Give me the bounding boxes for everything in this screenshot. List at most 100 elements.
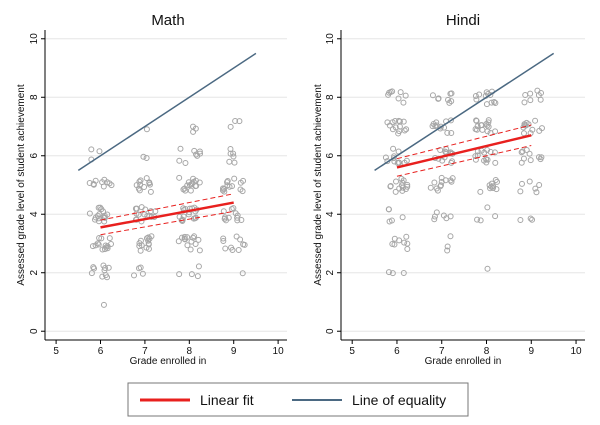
data-point-hindi <box>484 265 491 272</box>
data-point-hindi <box>477 188 484 195</box>
data-point-math <box>196 179 203 186</box>
data-point-math <box>143 155 150 162</box>
panel-math: Math Assessed grade level of student ach… <box>16 12 287 367</box>
equality-line-math <box>77 52 257 172</box>
data-point-hindi <box>403 233 410 240</box>
data-point-math <box>102 264 109 271</box>
data-point-hindi <box>444 243 451 250</box>
data-point-math <box>101 246 108 253</box>
data-point-hindi <box>520 130 527 137</box>
data-point-math <box>141 183 148 190</box>
data-point-hindi <box>527 157 534 164</box>
data-point-math <box>146 180 153 187</box>
data-point-hindi <box>518 149 525 156</box>
data-point-math <box>135 211 142 218</box>
data-point-hindi <box>395 130 402 137</box>
data-point-math <box>230 153 237 160</box>
data-point-hindi <box>484 122 491 129</box>
data-point-hindi <box>401 239 408 246</box>
data-point-math <box>187 246 194 253</box>
data-point-hindi <box>387 183 394 190</box>
legend: Linear fit Line of equality <box>127 382 469 417</box>
data-point-math <box>190 123 197 130</box>
data-point-math <box>97 204 104 211</box>
ci-upper-line-math <box>100 193 234 221</box>
data-point-hindi <box>521 99 528 106</box>
data-point-hindi <box>492 99 499 106</box>
data-point-math <box>233 233 240 240</box>
data-point-hindi <box>385 206 392 213</box>
data-point-hindi <box>399 184 406 191</box>
data-point-hindi <box>402 92 409 99</box>
y-tick-label-math-2: 4 <box>29 211 40 217</box>
data-point-math <box>195 263 202 270</box>
data-point-math <box>220 237 227 244</box>
data-point-math <box>96 148 103 155</box>
data-point-hindi <box>526 178 533 185</box>
data-point-hindi <box>389 126 396 133</box>
data-point-math <box>86 210 93 217</box>
data-point-hindi <box>438 174 445 181</box>
data-point-hindi <box>527 97 534 104</box>
data-point-hindi <box>444 247 451 254</box>
data-point-math <box>152 208 159 215</box>
data-point-hindi <box>473 96 480 103</box>
x-tick-label-math-4: 9 <box>231 346 237 357</box>
data-point-hindi <box>527 90 534 97</box>
data-point-hindi <box>429 92 436 99</box>
data-point-math <box>226 183 233 190</box>
chart-title-math: Math <box>151 12 184 29</box>
data-point-math <box>181 185 188 192</box>
data-point-math <box>222 245 229 252</box>
data-point-math <box>95 241 102 248</box>
data-point-math <box>143 175 150 182</box>
data-point-math <box>235 246 242 253</box>
data-point-hindi <box>400 99 407 106</box>
y-tick-label-hindi-4: 8 <box>325 94 336 100</box>
data-point-hindi <box>404 240 411 247</box>
data-point-math <box>182 160 189 167</box>
data-point-math <box>225 214 232 221</box>
data-point-hindi <box>487 92 494 99</box>
y-tick-label-math-3: 6 <box>29 153 40 159</box>
data-point-hindi <box>472 92 479 99</box>
y-tick-label-math-5: 10 <box>29 33 40 45</box>
data-point-math <box>180 186 187 193</box>
data-point-math <box>220 235 227 242</box>
y-tick-label-math-0: 0 <box>29 328 40 334</box>
data-point-hindi <box>435 95 442 102</box>
x-tick-label-hindi-5: 10 <box>570 346 582 357</box>
data-point-math <box>100 301 107 308</box>
data-point-math <box>145 237 152 244</box>
data-point-hindi <box>431 216 438 223</box>
x-tick-label-math-5: 10 <box>273 346 285 357</box>
data-point-hindi <box>389 240 396 247</box>
data-point-hindi <box>474 216 481 223</box>
data-point-hindi <box>536 127 543 134</box>
data-point-math <box>240 241 247 248</box>
data-point-hindi <box>477 217 484 224</box>
data-point-hindi <box>444 129 451 136</box>
data-point-math <box>143 126 150 133</box>
data-point-math <box>95 215 102 222</box>
data-point-math <box>91 265 98 272</box>
ci-upper-line-hindi <box>396 124 532 160</box>
data-point-math <box>221 214 228 221</box>
data-point-hindi <box>390 145 397 152</box>
y-tick-label-math-4: 8 <box>29 94 40 100</box>
data-point-hindi <box>404 181 411 188</box>
data-point-math <box>196 148 203 155</box>
data-point-math <box>145 234 152 241</box>
y-axis-label-math: Assessed grade level of student achievem… <box>16 84 27 285</box>
legend-label-linear-fit: Linear fit <box>200 392 254 408</box>
data-point-hindi <box>517 188 524 195</box>
data-point-hindi <box>447 233 454 240</box>
data-point-math <box>187 187 194 194</box>
data-point-math <box>194 273 201 280</box>
data-point-hindi <box>433 119 440 126</box>
data-point-math <box>220 208 227 215</box>
x-tick-label-math-2: 7 <box>142 346 148 357</box>
data-point-hindi <box>400 269 407 276</box>
y-axis-label-hindi: Assessed grade level of student achievem… <box>313 84 324 285</box>
